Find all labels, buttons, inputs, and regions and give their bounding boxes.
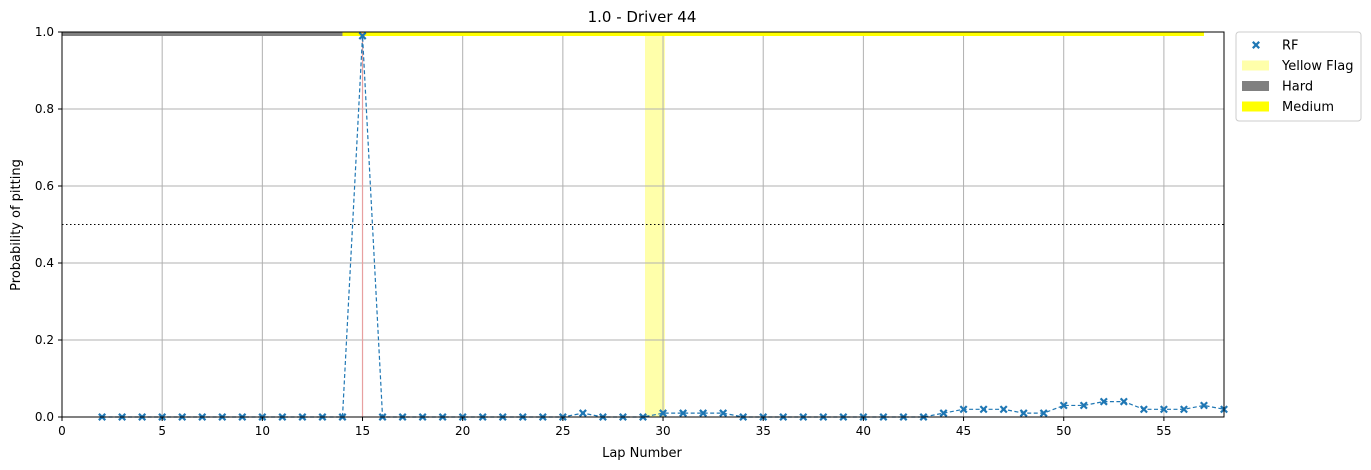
x-tick-label: 40 [856,424,871,438]
x-marker [1099,397,1108,406]
x-marker [999,405,1008,414]
data-point [1119,397,1128,406]
x-marker [679,409,688,418]
y-tick-label: 0.8 [35,102,54,116]
x-tick-label: 10 [255,424,270,438]
y-tick-label: 1.0 [35,25,54,39]
series-line-rf [102,35,1225,418]
data-point [1099,397,1108,406]
data-point [959,405,968,414]
legend-entry-yellow-flag: Yellow Flag [1242,59,1353,74]
legend-entry-medium: Medium [1242,100,1334,115]
x-marker [1179,405,1188,414]
x-marker [1119,397,1128,406]
data-point [358,31,367,40]
x-marker [1019,409,1028,418]
y-tick-label: 0.2 [35,333,54,347]
data-point [679,409,688,418]
data-point [1139,405,1148,414]
legend-label: Yellow Flag [1281,59,1353,74]
data-point [1019,409,1028,418]
data-point [719,409,728,418]
data-point [578,409,587,418]
legend-label: Medium [1282,100,1334,115]
x-axis-ticks: 0 5 10 15 20 25 30 35 40 45 50 55 [58,417,1172,438]
x-marker [1159,405,1168,414]
x-marker [1139,405,1148,414]
x-tick-label: 20 [455,424,470,438]
x-marker [959,405,968,414]
data-point [1159,405,1168,414]
x-tick-label: 15 [355,424,370,438]
x-marker [939,409,948,418]
data-point [979,405,988,414]
x-marker [979,405,988,414]
data-point [1079,401,1088,410]
data-point [699,409,708,418]
plot-frame [61,31,1225,418]
y-axis-ticks: 0.0 0.2 0.4 0.6 0.8 1.0 [35,25,62,424]
data-point [1199,401,1208,410]
legend-label: RF [1282,39,1299,54]
x-tick-label: 50 [1056,424,1071,438]
x-marker [1199,401,1208,410]
x-tick-label: 25 [555,424,570,438]
y-tick-label: 0.4 [35,256,54,270]
x-marker [659,409,668,418]
legend-marker [1252,41,1260,49]
y-tick-label: 0.6 [35,179,54,193]
x-tick-label: 45 [956,424,971,438]
data-point [659,409,668,418]
chart-title: 1.0 - Driver 44 [588,8,697,26]
x-tick-label: 55 [1156,424,1171,438]
legend-patch [1242,101,1269,112]
x-marker [1079,401,1088,410]
legend: RF Yellow Flag Hard Medium [1235,31,1362,122]
legend-box [1235,31,1362,122]
legend-entry-rf: RF [1252,39,1299,54]
tyre-stint-bars [62,32,1204,36]
x-tick-label: 30 [655,424,670,438]
legend-patch [1242,81,1269,91]
data-point [1059,401,1068,410]
data-point [999,405,1008,414]
x-tick-label: 35 [756,424,771,438]
x-axis-label: Lap Number [602,446,682,461]
x-marker [1059,401,1068,410]
x-marker [1039,409,1048,418]
x-tick-label: 0 [58,424,66,438]
x-marker [578,409,587,418]
tyre-stint-hard [62,32,343,36]
x-marker [358,31,367,40]
x-marker [699,409,708,418]
y-tick-label: 0.0 [35,410,54,424]
legend-entry-hard: Hard [1242,80,1313,95]
data-point [1039,409,1048,418]
x-tick-label: 5 [158,424,166,438]
data-point [939,409,948,418]
legend-label: Hard [1282,80,1313,95]
tyre-stint-medium [342,32,1204,36]
legend-patch [1242,60,1269,71]
data-point [1179,405,1188,414]
x-marker [719,409,728,418]
y-axis-label: Probability of pitting [9,159,24,291]
